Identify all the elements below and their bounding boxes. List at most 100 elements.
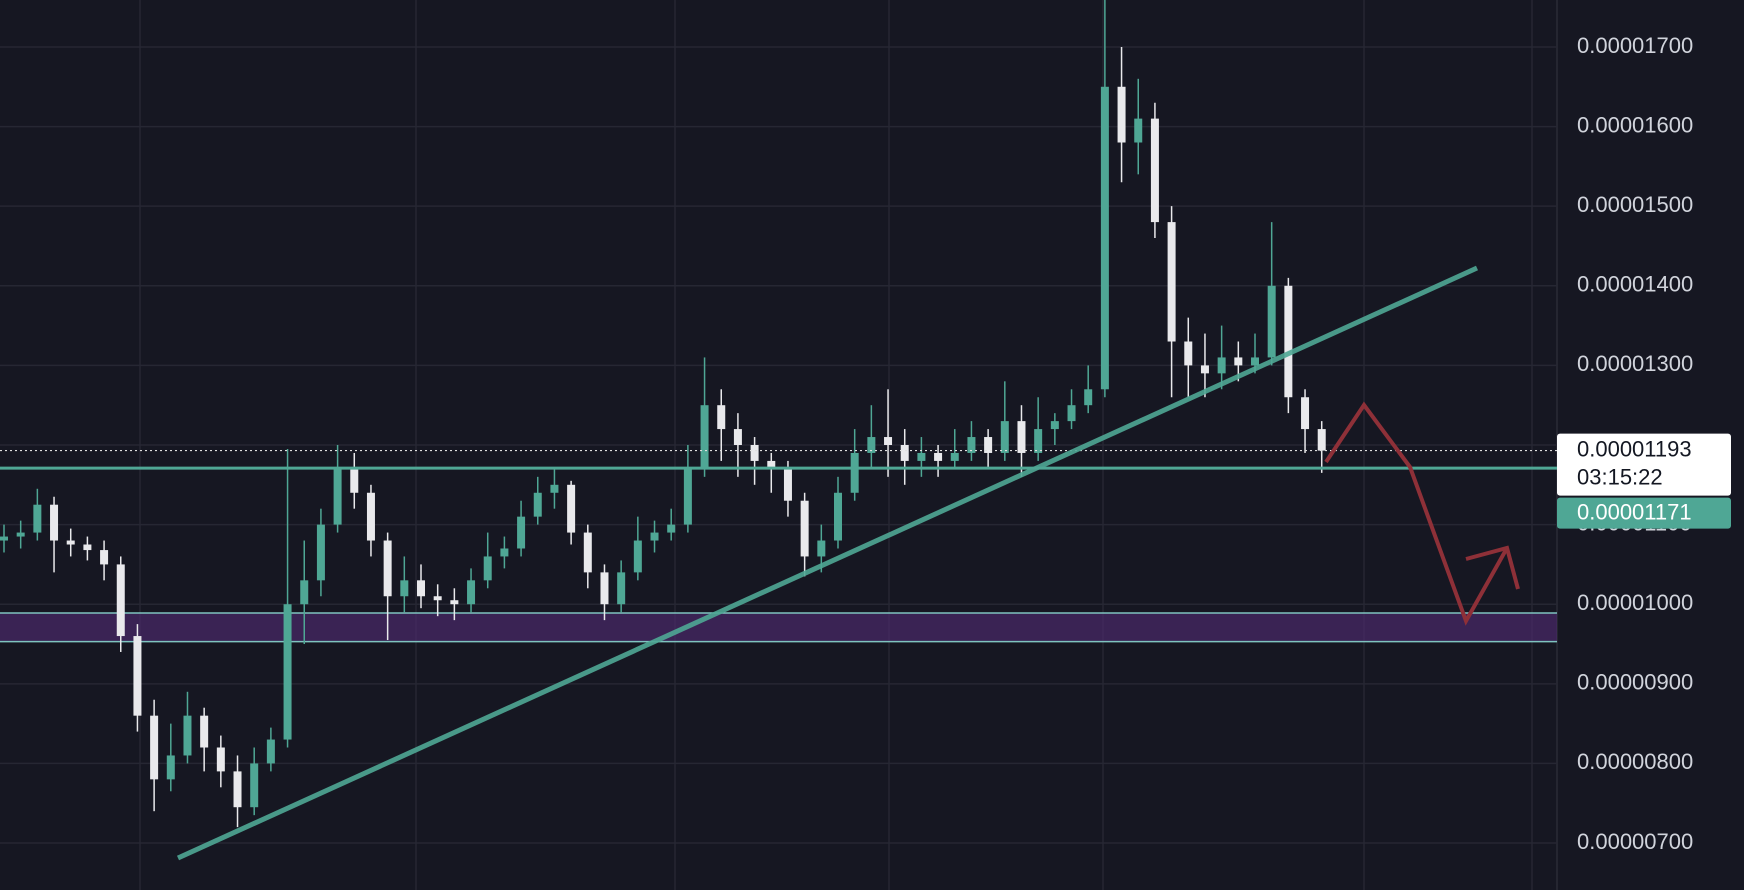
candle-body	[50, 504, 59, 541]
candle-body	[750, 445, 759, 461]
last-price-label: 0.00001193	[1577, 436, 1692, 461]
candle-body	[967, 437, 976, 453]
candle-body	[266, 739, 275, 764]
candle-body	[600, 572, 609, 605]
y-tick-label: 0.00001500	[1577, 192, 1693, 217]
candle-body	[800, 500, 809, 557]
candle-body	[717, 405, 726, 430]
candle-body	[300, 580, 309, 605]
candle-body	[1117, 86, 1126, 143]
candle-body	[567, 484, 576, 533]
candle-body	[83, 544, 92, 551]
candle-body	[233, 771, 242, 808]
candle-body	[867, 437, 876, 453]
trend-line	[176, 265, 1479, 861]
candle-body	[1301, 397, 1310, 430]
candle-body	[1000, 421, 1009, 453]
candle-body	[183, 715, 192, 756]
candle-body	[817, 540, 826, 557]
candle-body	[1167, 222, 1176, 342]
candle-body	[383, 540, 392, 597]
candle-body	[366, 492, 375, 541]
candle-body	[66, 540, 75, 545]
y-tick-label: 0.00001000	[1577, 590, 1693, 615]
candle-body	[133, 636, 142, 716]
candle-body	[1150, 118, 1159, 223]
candle-body	[1317, 429, 1326, 451]
candle-body	[733, 429, 742, 445]
candle-body	[316, 524, 325, 581]
candle-body	[1267, 285, 1276, 358]
candle-body	[984, 437, 993, 453]
candle-body	[1100, 86, 1109, 390]
candle-body	[100, 550, 109, 565]
candle-body	[884, 437, 893, 445]
projection-arrow	[1324, 401, 1509, 626]
level-price-label: 0.00001171	[1577, 499, 1692, 524]
last-price-box	[1557, 433, 1731, 496]
candle-body	[900, 445, 909, 461]
candle-body	[150, 715, 159, 780]
candle-body	[617, 572, 626, 605]
candle-body	[550, 484, 559, 493]
candle-body	[1050, 421, 1059, 430]
grid	[0, 46, 1557, 844]
candle-body	[767, 460, 776, 469]
candle-body	[1284, 285, 1293, 398]
candle-body	[333, 468, 342, 525]
candle-body	[517, 516, 526, 549]
candle-body	[917, 452, 926, 461]
candles	[0, 0, 1326, 828]
candle-body	[1017, 421, 1026, 453]
candle-body	[450, 600, 459, 605]
candle-body	[1067, 405, 1076, 422]
candle-body	[783, 468, 792, 501]
candle-body	[1200, 365, 1209, 374]
candle-body	[583, 532, 592, 573]
candle-body	[33, 504, 42, 533]
candle-body	[250, 763, 259, 808]
candle-body	[283, 604, 292, 740]
candle-body	[400, 580, 409, 597]
candle-body	[200, 715, 209, 748]
candle-body	[1184, 341, 1193, 366]
drawings	[176, 265, 1520, 861]
candle-body	[934, 452, 943, 461]
y-tick-label: 0.00001600	[1577, 112, 1693, 137]
candle-body	[483, 556, 492, 581]
candle-body	[0, 536, 8, 541]
arrow-head	[1465, 545, 1520, 590]
candle-body	[683, 468, 692, 525]
price-labels: 0.00001193 03:15:22 0.00001171	[1557, 433, 1731, 529]
candle-body	[433, 596, 442, 601]
candle-body	[1084, 389, 1093, 406]
candle-body	[950, 452, 959, 461]
candle-body	[467, 580, 476, 605]
level-price-box	[1557, 497, 1731, 529]
candle-body	[216, 747, 225, 772]
y-tick-label: 0.00001300	[1577, 351, 1693, 376]
candle-body	[16, 532, 25, 537]
y-tick-label: 0.00001400	[1577, 272, 1693, 297]
zone-band	[0, 612, 1557, 642]
y-tick-label: 0.00001700	[1577, 33, 1693, 58]
candle-body	[1234, 357, 1243, 366]
candle-body	[1034, 429, 1043, 453]
candle-body	[533, 492, 542, 517]
countdown-label: 03:15:22	[1577, 464, 1663, 489]
candle-body	[417, 580, 425, 597]
candle-body	[850, 452, 859, 493]
y-tick-label: 0.00000700	[1577, 829, 1693, 854]
candle-body	[1217, 357, 1226, 374]
candle-body	[350, 468, 359, 493]
candle-body	[1134, 118, 1143, 143]
candle-body	[700, 405, 709, 469]
y-tick-label: 0.00000800	[1577, 749, 1693, 774]
zone	[0, 612, 1557, 643]
candle-body	[500, 548, 509, 557]
candle-body	[834, 492, 842, 541]
candle-body	[116, 564, 125, 637]
candle-body	[633, 540, 642, 573]
candle-body	[667, 524, 676, 533]
